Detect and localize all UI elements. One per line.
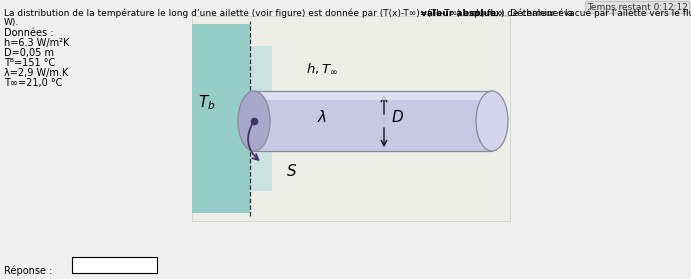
Bar (254, 91, 492, 100)
Text: $h, T_{\infty}$: $h, T_{\infty}$ (306, 62, 338, 76)
Text: W).: W). (4, 18, 19, 27)
Text: $S$: $S$ (286, 163, 298, 179)
Text: D=0,05 m: D=0,05 m (4, 48, 54, 58)
Text: T∞=21,0 °C: T∞=21,0 °C (4, 78, 62, 88)
FancyBboxPatch shape (72, 257, 157, 273)
Text: Réponse :: Réponse : (4, 265, 53, 275)
Ellipse shape (238, 91, 270, 151)
Bar (192, 24, 250, 213)
Text: valeur absolue: valeur absolue (421, 9, 495, 18)
Text: Temps restant 0:12:12: Temps restant 0:12:12 (587, 3, 688, 12)
Bar (192, 16, 510, 221)
Text: $T_b$: $T_b$ (198, 94, 216, 112)
Text: Données :: Données : (4, 28, 53, 38)
Text: La distribution de la température le long d’une ailette (voir figure) est donnée: La distribution de la température le lon… (4, 9, 576, 18)
Text: du flux de chaleur évacué par l’ailette vers le fluide (en: du flux de chaleur évacué par l’ailette … (470, 9, 691, 18)
Text: h=6.3 W/m²K: h=6.3 W/m²K (4, 38, 69, 48)
Text: $D$: $D$ (391, 109, 404, 125)
Bar (250, 46, 272, 191)
Text: λ=2,9 W/m.K: λ=2,9 W/m.K (4, 68, 68, 78)
Text: $\lambda$: $\lambda$ (317, 109, 327, 125)
Ellipse shape (476, 91, 508, 151)
Text: Tᴮ=151 °C: Tᴮ=151 °C (4, 58, 55, 68)
Bar (254, 91, 492, 151)
